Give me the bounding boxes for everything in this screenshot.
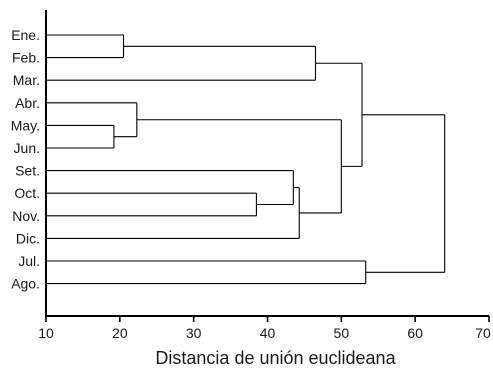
leaf-labels: Ene. Feb. Mar. Abr. May. Jun. Set. Oct. Nov. Dic.… [11, 27, 40, 292]
leaf-label-mar: Mar. [13, 72, 40, 88]
x-tick-label-50: 50 [334, 325, 350, 341]
x-axis-title: Distancia de unión euclideana [155, 348, 396, 368]
x-tick-label-10: 10 [38, 325, 54, 341]
x-tick-label-60: 60 [407, 325, 423, 341]
leaf-label-jul: Jul. [18, 253, 40, 269]
leaf-label-may: May. [11, 117, 40, 133]
dendrogram-branches [46, 34, 446, 285]
x-tick-label-30: 30 [186, 325, 202, 341]
leaf-label-abr: Abr. [15, 95, 40, 111]
leaf-label-set: Set. [15, 163, 40, 179]
x-tick-label-40: 40 [260, 325, 276, 341]
leaf-label-oct: Oct. [14, 185, 40, 201]
x-axis-ticks: 10 20 30 40 50 60 70 [38, 316, 491, 341]
x-tick-label-70: 70 [475, 325, 491, 341]
leaf-label-jun: Jun. [14, 140, 40, 156]
leaf-label-ago: Ago. [11, 276, 40, 292]
leaf-label-feb: Feb. [12, 50, 40, 66]
leaf-label-ene: Ene. [11, 27, 40, 43]
axes [45, 10, 489, 317]
leaf-label-nov: Nov. [12, 208, 40, 224]
x-tick-label-20: 20 [112, 325, 128, 341]
leaf-label-dic: Dic. [16, 230, 40, 246]
